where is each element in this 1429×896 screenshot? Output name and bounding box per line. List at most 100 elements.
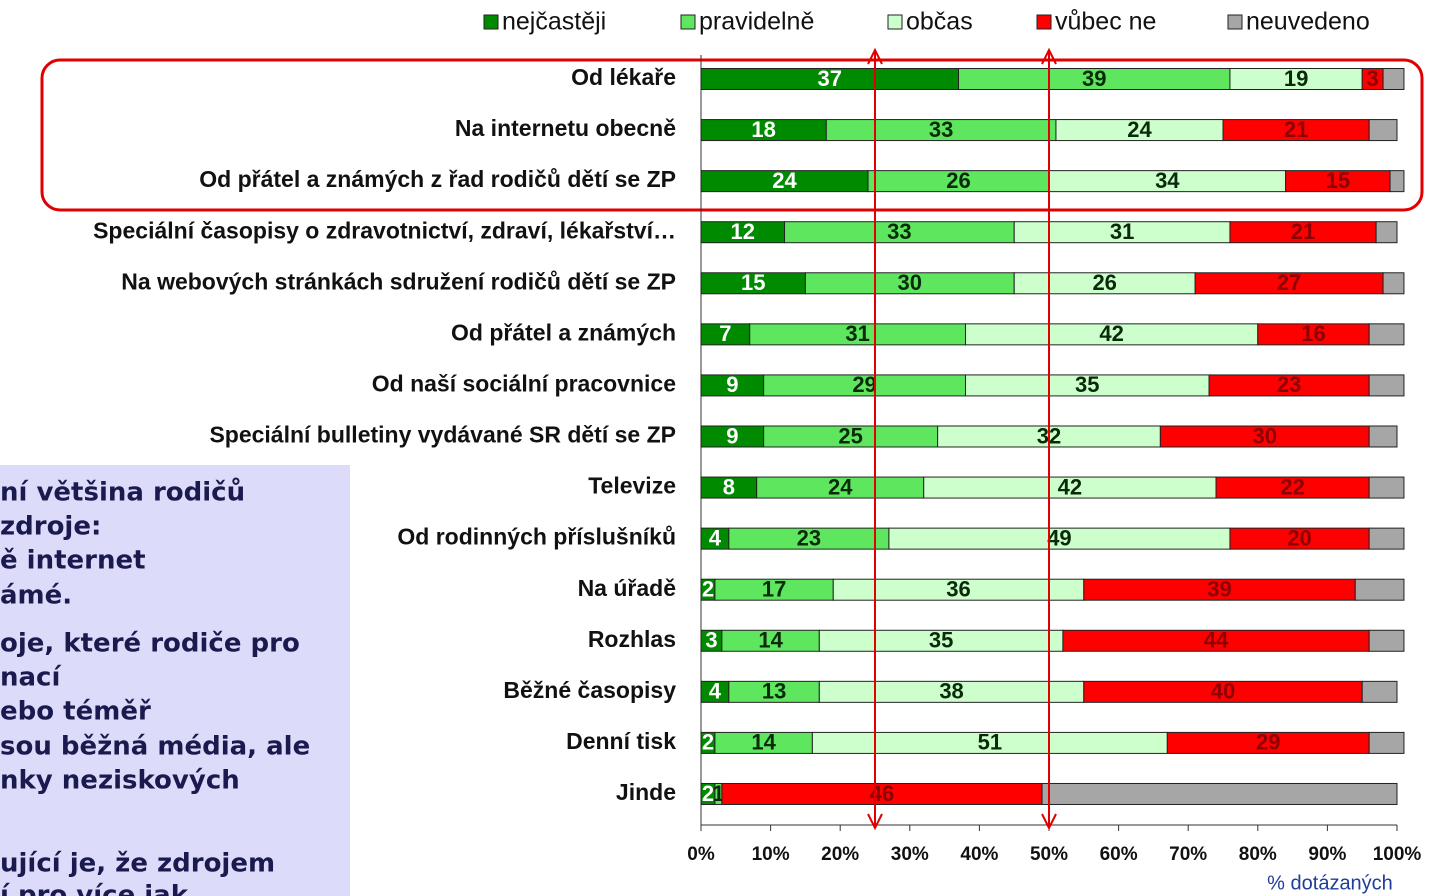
note-line: ující je, že zdrojem — [0, 849, 275, 879]
category-label: Jinde — [616, 779, 676, 805]
data-label: 22 — [1280, 474, 1304, 499]
bar-segment — [1382, 68, 1405, 90]
bar-segment — [1368, 374, 1405, 397]
bar-segment — [1368, 425, 1398, 448]
x-tick-label: 10% — [752, 844, 790, 865]
legend-label: nejčastěji — [502, 8, 606, 36]
data-label: 23 — [797, 525, 821, 550]
data-label: 33 — [929, 117, 953, 142]
data-label: 23 — [1277, 372, 1301, 397]
x-tick-label: 50% — [1030, 844, 1068, 865]
category-label: Na úřadě — [578, 575, 676, 601]
data-label: 15 — [741, 270, 765, 295]
data-label: 34 — [1155, 168, 1180, 193]
bar-segment — [1361, 680, 1398, 703]
data-label: 35 — [1075, 372, 1099, 397]
category-label: Speciální časopisy o zdravotnictví, zdra… — [93, 217, 676, 243]
bar-segment — [1368, 629, 1405, 652]
data-label: 24 — [828, 474, 853, 499]
data-label: 16 — [1301, 321, 1325, 346]
x-tick-label: 90% — [1308, 844, 1346, 865]
data-label: 20 — [1287, 525, 1311, 550]
x-tick-label: 30% — [891, 844, 929, 865]
data-label: 33 — [887, 219, 911, 244]
category-label: Rozhlas — [588, 626, 676, 652]
category-label: Od naší sociální pracovnice — [372, 370, 676, 396]
data-label: 18 — [751, 117, 775, 142]
arrow-head — [1041, 47, 1057, 65]
note-line: ě internet — [0, 546, 146, 576]
data-label: 39 — [1207, 577, 1231, 602]
note-line: nky neziskových — [0, 766, 240, 796]
bar-segment — [1368, 731, 1405, 754]
data-label: 4 — [709, 679, 722, 704]
arrow-head — [867, 47, 883, 65]
data-label: 39 — [1082, 66, 1106, 91]
legend-swatch — [887, 14, 903, 30]
data-label: 26 — [1092, 270, 1116, 295]
data-label: 31 — [845, 321, 869, 346]
note-line: sou běžná média, ale — [0, 732, 310, 762]
legend-swatch — [1036, 14, 1052, 30]
note-line: nací — [0, 663, 62, 693]
note-line: ebo téměř — [0, 697, 151, 727]
category-label: Speciální bulletiny vydávané SR dětí se … — [209, 422, 676, 448]
data-label: 2 — [702, 577, 714, 602]
note-line: zdroje: — [0, 512, 101, 542]
data-label: 21 — [1284, 117, 1308, 142]
data-label: 27 — [1277, 270, 1301, 295]
data-label: 15 — [1326, 168, 1350, 193]
arrow-head — [1041, 813, 1057, 831]
category-label: Na internetu obecně — [455, 115, 676, 141]
legend-swatch — [483, 14, 499, 30]
data-label: 14 — [751, 730, 776, 755]
category-label: Od lékaře — [571, 64, 676, 90]
x-tick-label: 20% — [821, 844, 859, 865]
data-label: 29 — [852, 372, 876, 397]
x-tick-label: 60% — [1100, 844, 1138, 865]
data-label: 13 — [762, 679, 786, 704]
data-label: 29 — [1256, 730, 1280, 755]
legend-label: pravidelně — [699, 8, 814, 36]
data-label: 26 — [946, 168, 970, 193]
data-label: 42 — [1099, 321, 1123, 346]
data-label: 2 — [702, 730, 714, 755]
data-label: 17 — [762, 577, 786, 602]
data-label: 36 — [946, 577, 970, 602]
data-label: 40 — [1211, 679, 1235, 704]
data-label: 25 — [838, 423, 862, 448]
category-label: Na webových stránkách sdružení rodičů dě… — [121, 268, 676, 294]
data-label: 49 — [1047, 525, 1071, 550]
legend-label: občas — [906, 8, 973, 36]
data-label: 51 — [978, 730, 1002, 755]
note-box — [0, 465, 350, 896]
bar-segment — [1375, 221, 1398, 244]
data-label: 2 — [702, 781, 714, 806]
data-label: 9 — [726, 423, 738, 448]
legend-label: vůbec ne — [1055, 8, 1156, 36]
data-label: 37 — [818, 66, 842, 91]
note-line: ámé. — [0, 581, 72, 611]
x-tick-label: 70% — [1169, 844, 1207, 865]
x-tick-label: 40% — [960, 844, 998, 865]
category-label: Běžné časopisy — [503, 677, 676, 703]
legend-label: neuvedeno — [1246, 8, 1370, 36]
data-label: 12 — [731, 219, 755, 244]
note-line: ní většina rodičů — [0, 477, 245, 508]
legend-swatch — [680, 14, 696, 30]
note-line: í pro více jak — [0, 881, 189, 896]
data-label: 3 — [1367, 66, 1379, 91]
data-label: 46 — [870, 781, 894, 806]
bar-segment — [1354, 578, 1405, 601]
x-tick-label: 100% — [1373, 844, 1422, 865]
category-label: Denní tisk — [566, 728, 676, 754]
data-label: 8 — [723, 474, 735, 499]
x-tick-label: 0% — [687, 844, 715, 865]
bar-segment — [1368, 527, 1405, 550]
data-label: 44 — [1204, 628, 1229, 653]
bar-segment — [1368, 119, 1398, 142]
data-label: 38 — [939, 679, 963, 704]
bar-segment — [1041, 782, 1398, 805]
highlight-box — [40, 58, 1424, 212]
